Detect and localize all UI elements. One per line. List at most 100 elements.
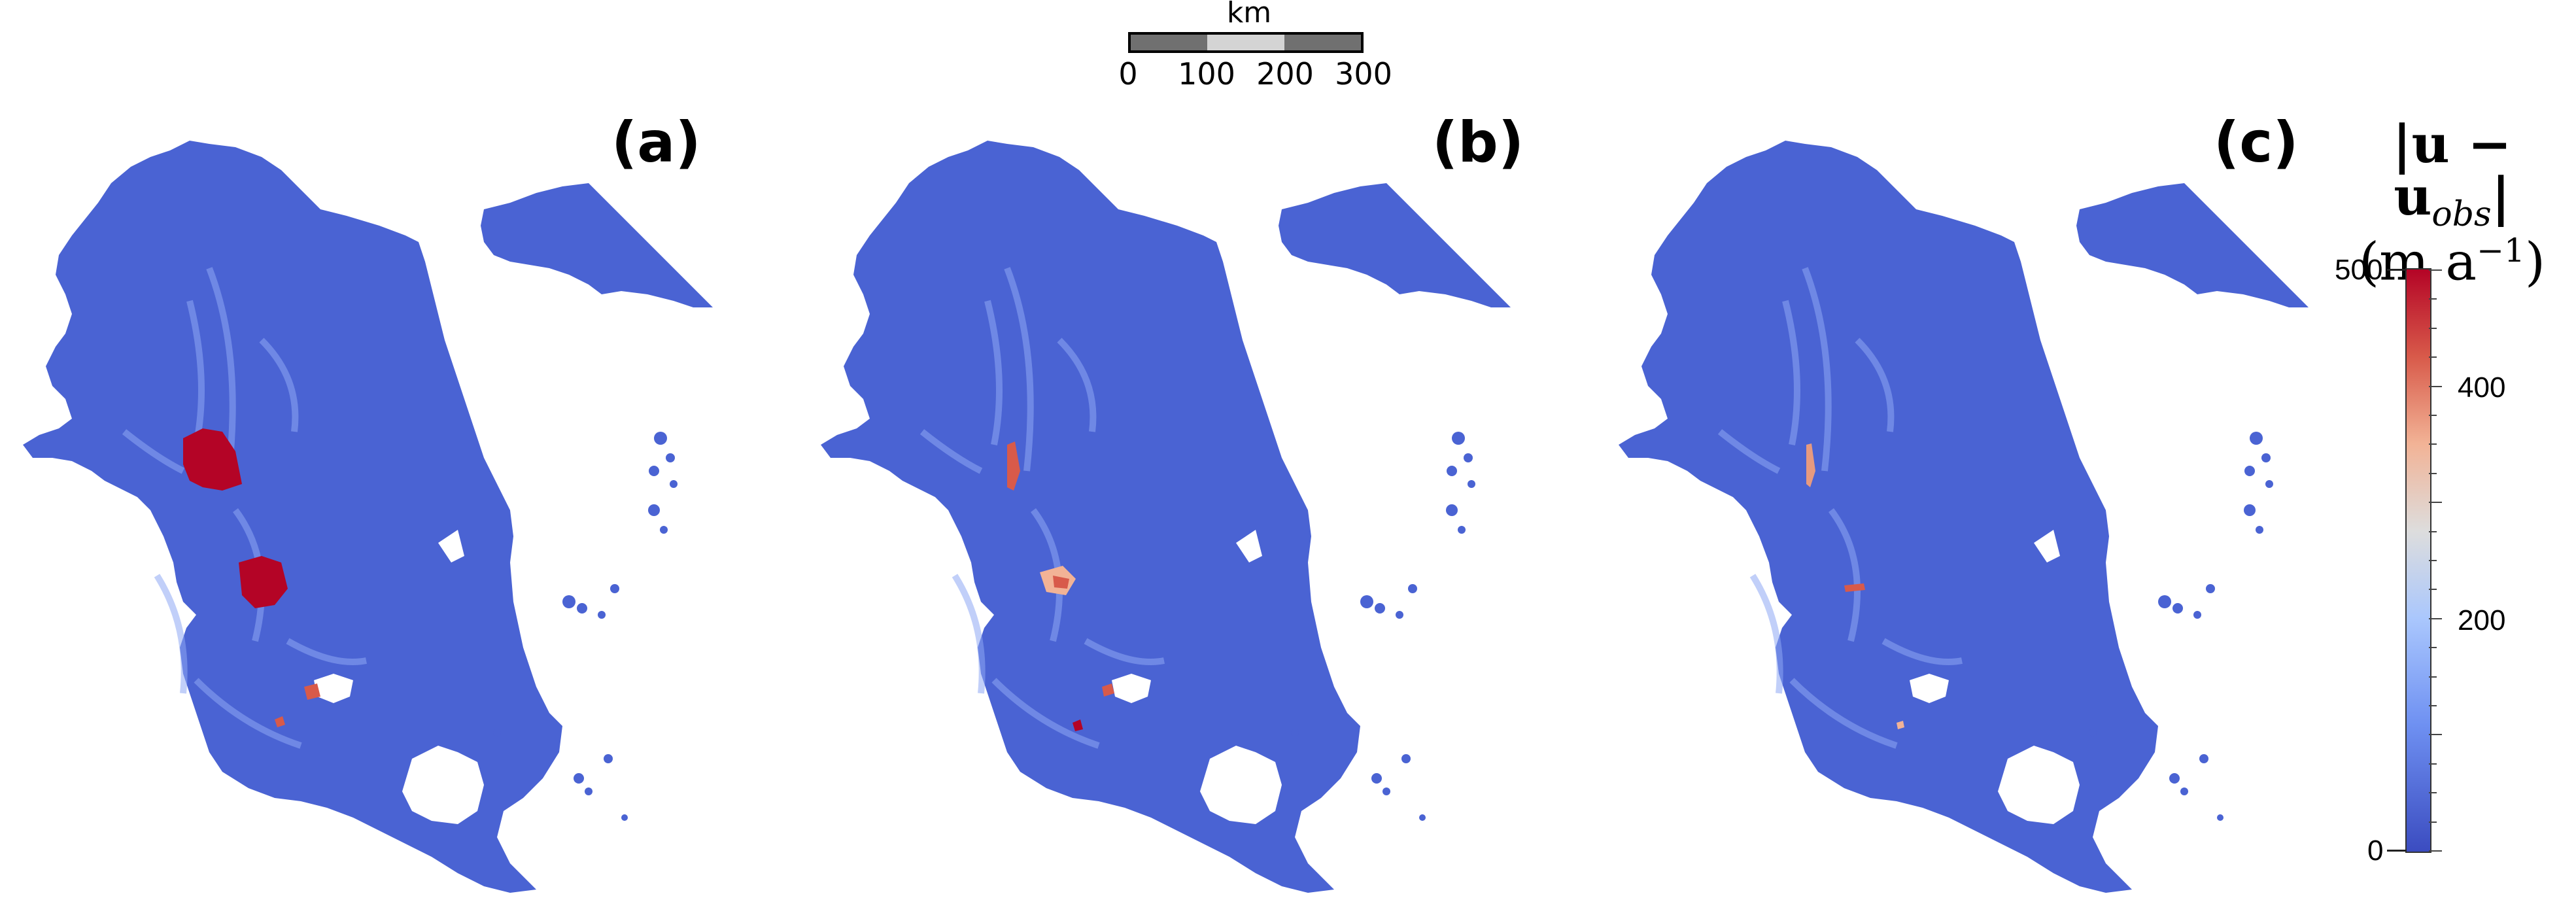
colorbar-tick-500: 500 — [2335, 254, 2383, 286]
colorbar-major-tick — [2387, 850, 2407, 852]
ice-sheet-northeast-lobe — [1279, 183, 1511, 307]
small-island — [666, 453, 675, 462]
error-streak — [1789, 678, 1898, 749]
small-island — [1446, 504, 1458, 516]
colorbar-minor-tick — [2429, 617, 2442, 619]
colorbar-minor-tick — [2429, 589, 2437, 591]
small-island — [648, 504, 660, 516]
error-streak — [1828, 508, 1861, 642]
colorbar-title-subscript: obs — [2431, 195, 2492, 234]
colorbar-minor-tick — [2429, 356, 2437, 358]
panel-label-a: (a) — [611, 110, 701, 175]
small-island — [1458, 526, 1466, 534]
error-streak — [154, 574, 188, 694]
panel-label-b: (b) — [1432, 110, 1524, 175]
small-island — [1452, 432, 1465, 445]
error-streak — [194, 678, 302, 749]
colorbar-minor-tick — [2429, 530, 2437, 532]
ice-sheet-map-b — [821, 141, 1511, 893]
colorbar-tick-400: 400 — [2458, 372, 2506, 404]
ice-sheet-main-region — [23, 141, 562, 893]
small-island — [2265, 480, 2273, 488]
small-island — [2199, 754, 2208, 763]
small-island — [1291, 729, 1299, 736]
small-island — [577, 603, 587, 614]
colorbar-minor-tick — [2429, 705, 2437, 706]
small-island — [2169, 773, 2180, 784]
scale-bar-unit: km — [1226, 0, 1272, 29]
colorbar-minor-tick — [2429, 560, 2437, 561]
colorbar-minor-tick — [2429, 298, 2437, 300]
high-error-hotspot — [275, 716, 285, 727]
ice-free-hole — [314, 674, 353, 703]
small-island — [1447, 466, 1457, 476]
map-panel-b: (b) — [821, 105, 1570, 917]
small-island — [2158, 595, 2171, 608]
small-island — [1419, 814, 1426, 821]
high-error-hotspot — [1897, 721, 1904, 729]
small-island — [493, 729, 501, 736]
small-island — [1371, 773, 1382, 784]
small-island — [660, 526, 668, 534]
map-panel-c: (c) — [1619, 105, 2367, 917]
colorbar-minor-tick — [2429, 821, 2437, 823]
colorbar-gradient — [2405, 268, 2431, 853]
error-streak — [1782, 300, 1800, 445]
map-panel-a: (a) — [23, 105, 772, 917]
error-streak — [984, 300, 1003, 445]
error-streak — [1802, 267, 1832, 472]
colorbar-title: |u − uobs| (m a−1) — [2328, 118, 2576, 288]
error-streak — [259, 337, 299, 432]
small-island — [2256, 526, 2263, 534]
high-error-hotspot — [183, 428, 242, 491]
small-island — [574, 773, 584, 784]
error-streak — [1855, 337, 1895, 432]
error-streak — [991, 678, 1100, 749]
colorbar-minor-tick — [2429, 734, 2442, 736]
small-island — [1382, 787, 1390, 795]
small-island — [1468, 480, 1475, 488]
small-island — [1375, 603, 1385, 614]
error-streak — [1881, 638, 1963, 665]
colorbar-title-bar: | — [2491, 165, 2511, 227]
colorbar-tick-200: 200 — [2458, 604, 2506, 636]
ice-sheet-main-region — [821, 141, 1360, 893]
error-streak — [1084, 638, 1165, 665]
colorbar-tick-0: 0 — [2367, 835, 2384, 867]
small-island — [2250, 432, 2263, 445]
scale-bar-segment — [1207, 35, 1284, 50]
small-island — [2206, 584, 2215, 593]
small-island — [585, 787, 592, 795]
high-error-hotspot — [1007, 441, 1020, 491]
ice-free-hole — [1200, 746, 1282, 824]
ice-sheet-northeast-lobe — [2076, 183, 2309, 307]
colorbar-minor-tick — [2429, 647, 2437, 649]
small-island — [1401, 754, 1411, 763]
error-streak — [1717, 429, 1781, 474]
small-island — [2193, 611, 2201, 619]
colorbar-minor-tick — [2429, 327, 2437, 329]
colorbar-minor-tick — [2429, 385, 2442, 387]
error-streak — [186, 300, 205, 445]
colorbar-minor-tick — [2429, 415, 2437, 416]
small-island — [604, 754, 613, 763]
small-island — [610, 584, 619, 593]
scale-bar-tick-300: 300 — [1335, 56, 1392, 92]
high-error-hotspot — [1073, 719, 1083, 731]
error-streak — [1749, 574, 1783, 694]
small-island — [1408, 584, 1417, 593]
colorbar-minor-tick — [2429, 443, 2437, 445]
colorbar-minor-tick — [2429, 763, 2437, 765]
small-island — [2217, 814, 2224, 821]
colorbar-title-main: |u − u — [2392, 113, 2512, 227]
colorbar-minor-tick — [2429, 472, 2437, 474]
colorbar-minor-tick — [2429, 502, 2442, 504]
error-streak — [952, 574, 986, 694]
error-streak — [122, 429, 185, 474]
ice-free-hole — [1998, 746, 2080, 824]
error-streak — [286, 638, 367, 665]
high-error-hotspot — [304, 683, 320, 700]
small-island — [598, 611, 606, 619]
colorbar-minor-tick — [2429, 676, 2437, 678]
